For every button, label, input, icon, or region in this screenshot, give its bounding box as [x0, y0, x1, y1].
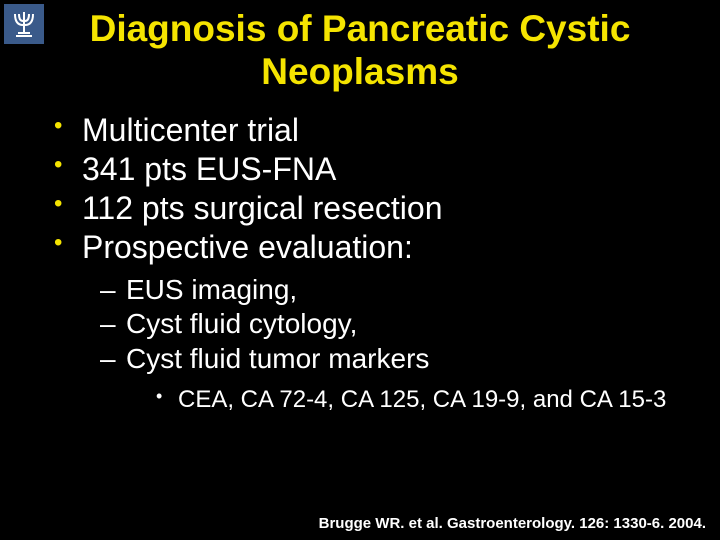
- bullet-text: EUS imaging,: [126, 274, 297, 305]
- bullet-text: Cyst fluid tumor markers: [126, 343, 429, 374]
- bullet-text: 112 pts surgical resection: [82, 190, 442, 226]
- bullet-list-level3: CEA, CA 72-4, CA 125, CA 19-9, and CA 15…: [126, 386, 680, 415]
- logo-icon: [4, 4, 44, 44]
- list-item: 341 pts EUS-FNA: [40, 150, 680, 189]
- bullet-text: Prospective evaluation:: [82, 229, 413, 265]
- bullet-text: Multicenter trial: [82, 112, 299, 148]
- bullet-list-level2: EUS imaging, Cyst fluid cytology, Cyst f…: [82, 273, 680, 414]
- list-item: 112 pts surgical resection: [40, 189, 680, 228]
- bullet-list-level1: Multicenter trial 341 pts EUS-FNA 112 pt…: [40, 111, 680, 414]
- list-item: Prospective evaluation: EUS imaging, Cys…: [40, 228, 680, 414]
- list-item: Cyst fluid tumor markers CEA, CA 72-4, C…: [82, 342, 680, 415]
- citation-text: Brugge WR. et al. Gastroenterology. 126:…: [319, 515, 706, 532]
- list-item: Multicenter trial: [40, 111, 680, 150]
- list-item: Cyst fluid cytology,: [82, 307, 680, 341]
- list-item: EUS imaging,: [82, 273, 680, 307]
- bullet-text: CEA, CA 72-4, CA 125, CA 19-9, and CA 15…: [178, 386, 666, 413]
- bullet-text: Cyst fluid cytology,: [126, 308, 357, 339]
- bullet-text: 341 pts EUS-FNA: [82, 151, 336, 187]
- slide-body: Multicenter trial 341 pts EUS-FNA 112 pt…: [0, 111, 720, 414]
- list-item: CEA, CA 72-4, CA 125, CA 19-9, and CA 15…: [126, 386, 680, 415]
- slide-title: Diagnosis of Pancreatic Cystic Neoplasms: [0, 0, 720, 111]
